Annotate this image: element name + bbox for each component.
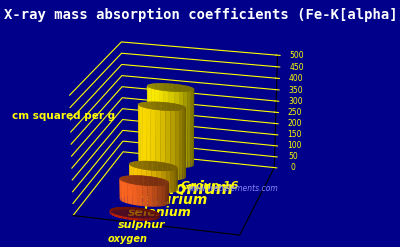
Text: cm squared per g: cm squared per g (12, 111, 115, 121)
Text: X-ray mass absorption coefficients (Fe-K[alpha]): X-ray mass absorption coefficients (Fe-K… (4, 7, 400, 21)
